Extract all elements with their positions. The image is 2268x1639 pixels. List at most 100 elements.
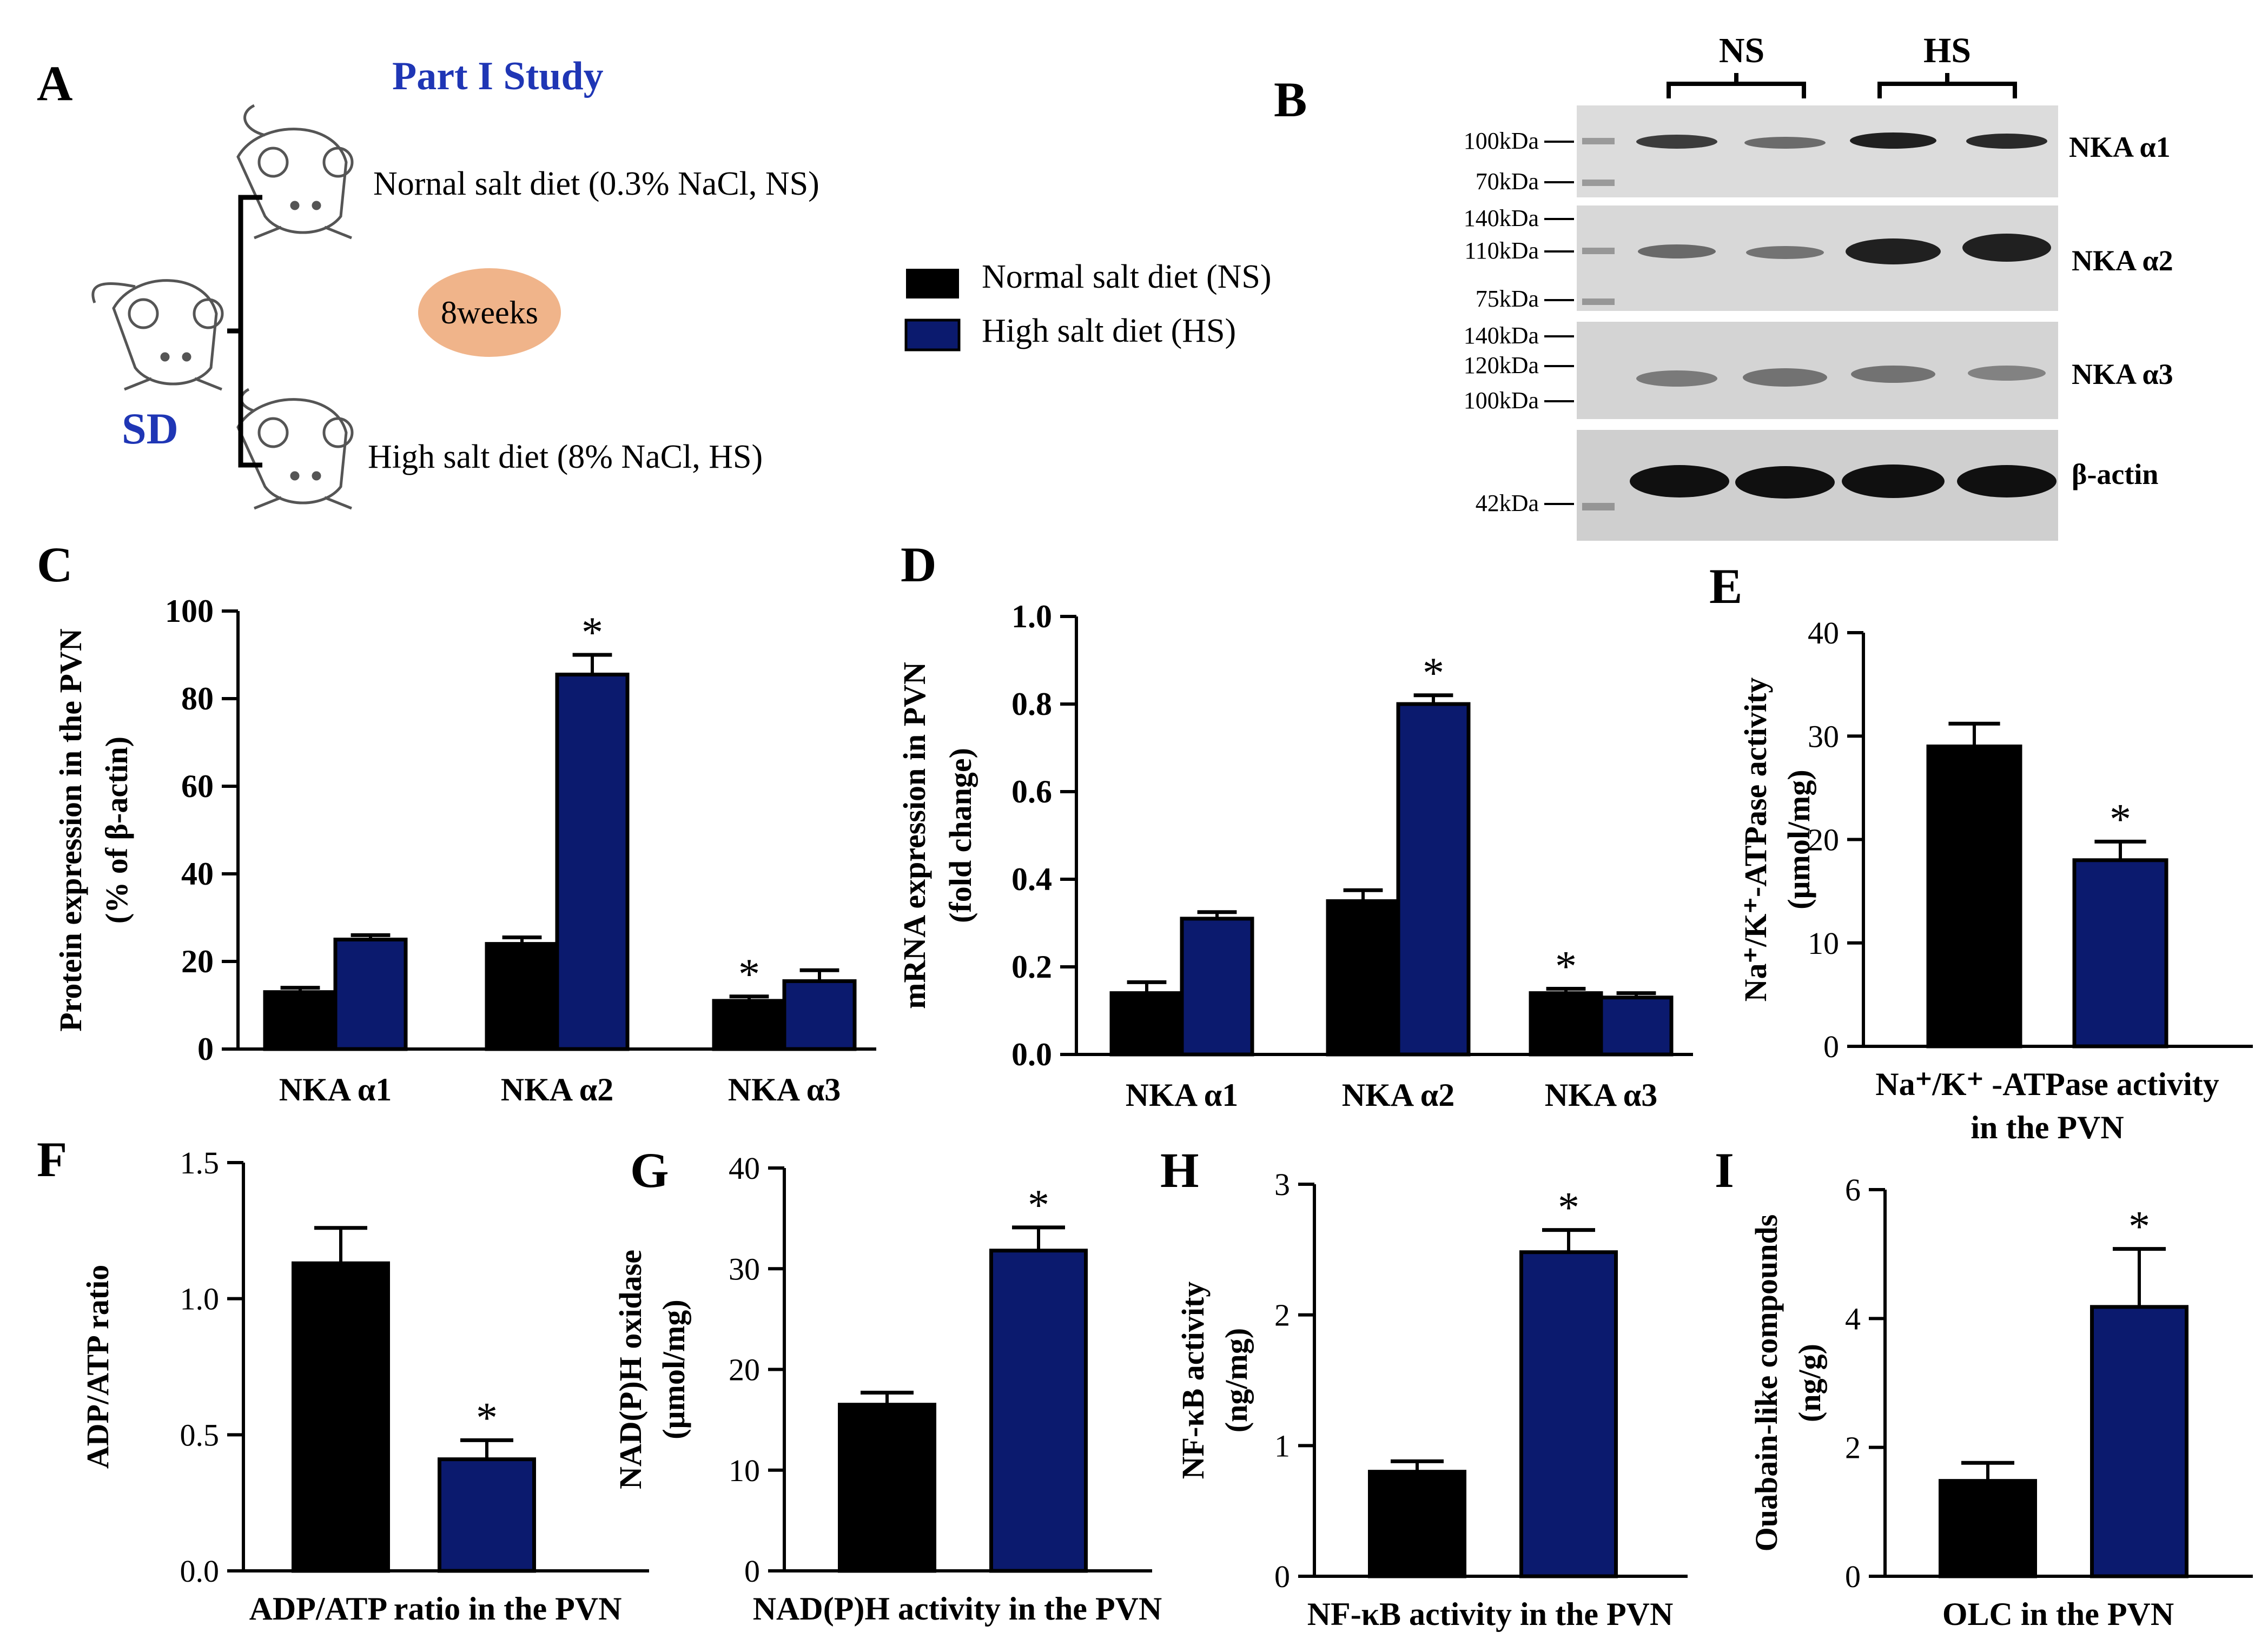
blot-bands-beta-actin (1582, 465, 2057, 510)
x-category-label: NKA α1 (279, 1072, 392, 1107)
bar-ns (712, 999, 786, 1051)
blot-bands-nka-a1 (1582, 132, 2047, 186)
y-tick-label: 30 (1808, 719, 1839, 754)
marker-label: 140kDa (1464, 322, 1539, 349)
y-axis-label: ADP/ATP ratio (80, 1265, 115, 1469)
y-tick-label: 0 (1823, 1029, 1839, 1064)
y-tick-label: 2 (1274, 1298, 1290, 1333)
blot-strip-nka-a1 (1577, 105, 2058, 197)
panel-e-letter: E (1709, 559, 1742, 614)
duration-label: 8weeks (441, 295, 538, 330)
bar-hs (555, 672, 630, 1051)
y-axis-label: (μmol/mg) (656, 1299, 691, 1439)
chart-d: D 0.0 0.2 0.4 0.6 0.8 1.0 mRNA expression in P… (897, 537, 1693, 1113)
group-ns-bracket (1667, 73, 1806, 98)
panel-f-letter: F (37, 1132, 67, 1187)
blot-label-nka-a2: NKA α2 (2072, 244, 2173, 277)
chart-i: I 0 2 4 6 Ouabain-like compounds (ng/g) * OLC i… (1715, 1143, 2253, 1632)
marker-label: 100kDa (1464, 128, 1539, 154)
hs-diet-label: High salt diet (8% NaCl, HS) (368, 439, 763, 475)
bar-hs (333, 938, 408, 1051)
panel-d-letter: D (901, 537, 936, 592)
y-tick-label: 20 (1808, 822, 1839, 858)
significance-marker: * (581, 609, 603, 656)
chart-c: C 0 20 40 60 80 100 Protein expression in the … (37, 537, 876, 1107)
x-axis-label: NAD(P)H activity in the PVN (753, 1591, 1162, 1627)
bar-ns (1529, 991, 1603, 1057)
bar-hs (1180, 917, 1254, 1057)
significance-marker: * (1423, 649, 1444, 697)
y-tick-label: 40 (729, 1151, 760, 1186)
y-axis-label: (μmol/mg) (1781, 769, 1816, 909)
x-axis-label: OLC in the PVN (1942, 1596, 2174, 1632)
sd-label: SD (122, 404, 178, 453)
panel-b-letter: B (1274, 72, 1307, 127)
significance-marker: * (1558, 1184, 1579, 1232)
bar-ns (1926, 744, 2022, 1049)
y-axis-label: Na⁺/K⁺-ATPase activity (1738, 678, 1773, 1002)
y-tick-label: 2 (1845, 1430, 1861, 1465)
group-bracket (227, 195, 262, 468)
y-axis-label: Ouabain-like compounds (1749, 1215, 1784, 1552)
bar-hs (1519, 1250, 1618, 1578)
bar-ns (263, 990, 338, 1051)
y-tick-label: 0 (197, 1031, 214, 1067)
y-tick-label: 20 (729, 1352, 760, 1388)
y-tick-label: 0.8 (1011, 686, 1052, 722)
y-tick-label: 60 (181, 768, 214, 804)
y-axis-label: (ng/g) (1792, 1344, 1827, 1422)
y-tick-label: 0.0 (1011, 1037, 1052, 1072)
blot-label-nka-a3: NKA α3 (2072, 358, 2173, 390)
significance-marker: * (476, 1394, 498, 1442)
marker-label: 75kDa (1476, 286, 1539, 312)
marker-ticks (1544, 141, 1574, 505)
x-axis-label: NF-κB activity in the PVN (1307, 1596, 1674, 1632)
x-category-label: NKA α2 (501, 1072, 614, 1107)
y-tick-label: 6 (1845, 1172, 1861, 1207)
y-tick-label: 0.5 (180, 1417, 220, 1452)
y-tick-label: 0 (1274, 1559, 1290, 1594)
marker-label: 140kDa (1464, 205, 1539, 231)
ns-diet-label: Nornal salt diet (0.3% NaCl, NS) (373, 165, 819, 202)
y-tick-label: 1.5 (180, 1145, 220, 1180)
marker-label: 110kDa (1464, 237, 1539, 264)
chart-h: H 0 1 2 3 NF-κB activity (ng/mg) * NF-κB activi… (1160, 1143, 1688, 1632)
mouse-icon-sd (91, 279, 224, 391)
bar-ns (485, 942, 559, 1051)
y-tick-label: 100 (165, 593, 214, 629)
marker-label: 100kDa (1464, 387, 1539, 414)
y-tick-label: 10 (729, 1453, 760, 1488)
y-axis-label: NF-κB activity (1175, 1282, 1211, 1479)
y-tick-label: 3 (1274, 1167, 1290, 1202)
x-axis-label: ADP/ATP ratio in the PVN (249, 1591, 622, 1627)
bar-hs (2090, 1305, 2188, 1578)
y-tick-label: 4 (1845, 1301, 1861, 1336)
significance-marker: * (2128, 1203, 2150, 1251)
panel-g-letter: G (630, 1143, 669, 1198)
bar-hs (2072, 858, 2168, 1049)
significance-marker: * (738, 951, 760, 998)
legend-ns-label: Normal salt diet (NS) (982, 258, 1272, 295)
marker-label: 42kDa (1476, 490, 1539, 516)
y-tick-label: 0 (1845, 1559, 1861, 1594)
x-axis-label: Na⁺/K⁺ -ATPase activity (1875, 1066, 2219, 1102)
legend-ns-swatch (906, 269, 959, 298)
bar-ns (292, 1261, 390, 1573)
panel-h-letter: H (1160, 1143, 1199, 1198)
y-tick-label: 20 (181, 944, 214, 979)
blot-bands-nka-a2 (1582, 234, 2051, 305)
x-category-label: NKA α3 (728, 1072, 841, 1107)
bar-ns (1326, 899, 1400, 1057)
bar-ns (1939, 1479, 2037, 1578)
blot-markers: 100kDa 70kDa 140kDa 110kDa 75kDa 140kDa … (1464, 128, 1539, 516)
y-tick-label: 1 (1274, 1428, 1290, 1463)
bar-hs (1599, 996, 1674, 1057)
y-tick-label: 0.2 (1011, 949, 1052, 985)
blot-label-nka-a1: NKA α1 (2069, 131, 2171, 163)
panel-b: B NS HS (1274, 31, 2173, 541)
bar-hs (989, 1249, 1088, 1573)
mouse-icon-bottom (236, 388, 354, 510)
y-tick-label: 0.4 (1011, 861, 1052, 897)
y-tick-label: 0.6 (1011, 774, 1052, 809)
significance-marker: * (2110, 795, 2131, 843)
